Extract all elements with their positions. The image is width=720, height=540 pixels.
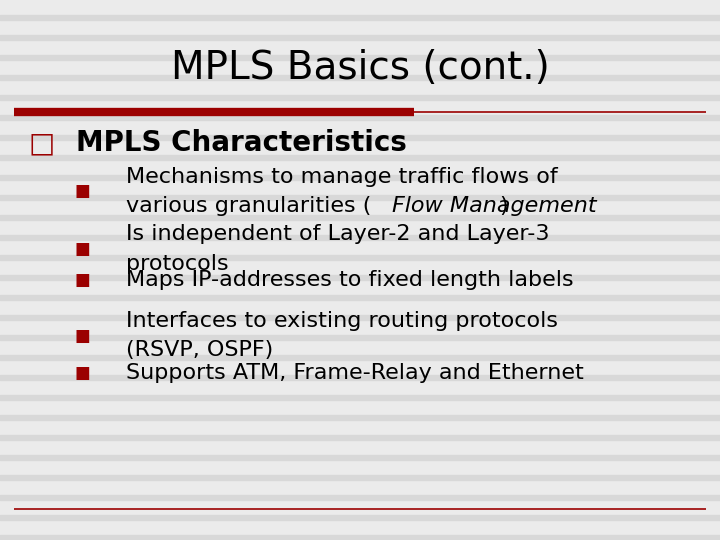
Bar bbox=[0, 115, 720, 120]
Bar bbox=[0, 435, 720, 440]
Bar bbox=[0, 275, 720, 280]
Text: Mechanisms to manage traffic flows of: Mechanisms to manage traffic flows of bbox=[126, 166, 558, 187]
Bar bbox=[0, 535, 720, 540]
Text: MPLS Characteristics: MPLS Characteristics bbox=[76, 129, 407, 157]
Text: MPLS Basics (cont.): MPLS Basics (cont.) bbox=[171, 49, 549, 86]
Bar bbox=[0, 95, 720, 100]
Text: protocols: protocols bbox=[126, 253, 229, 274]
Bar bbox=[0, 195, 720, 200]
Bar bbox=[0, 155, 720, 160]
Bar bbox=[0, 335, 720, 340]
Text: ■: ■ bbox=[75, 363, 91, 382]
Text: (RSVP, OSPF): (RSVP, OSPF) bbox=[126, 340, 274, 361]
Bar bbox=[0, 415, 720, 420]
Bar bbox=[0, 495, 720, 500]
Bar bbox=[0, 135, 720, 140]
Bar bbox=[0, 295, 720, 300]
Text: Maps IP-addresses to fixed length labels: Maps IP-addresses to fixed length labels bbox=[126, 269, 574, 290]
Text: ■: ■ bbox=[75, 183, 91, 200]
Text: ■: ■ bbox=[75, 327, 91, 345]
Text: ■: ■ bbox=[75, 240, 91, 258]
Bar bbox=[0, 475, 720, 480]
Text: Interfaces to existing routing protocols: Interfaces to existing routing protocols bbox=[126, 310, 558, 331]
Bar bbox=[0, 235, 720, 240]
Text: various granularities (: various granularities ( bbox=[126, 196, 372, 217]
Bar bbox=[0, 175, 720, 180]
Text: Supports ATM, Frame-Relay and Ethernet: Supports ATM, Frame-Relay and Ethernet bbox=[126, 362, 584, 383]
Bar bbox=[0, 395, 720, 400]
Bar bbox=[0, 355, 720, 360]
Bar bbox=[0, 375, 720, 380]
Bar bbox=[0, 215, 720, 220]
Text: Is independent of Layer-2 and Layer-3: Is independent of Layer-2 and Layer-3 bbox=[126, 224, 549, 244]
Text: Flow Management: Flow Management bbox=[392, 196, 596, 217]
Text: □: □ bbox=[29, 129, 55, 157]
Bar bbox=[0, 55, 720, 60]
Bar bbox=[0, 515, 720, 520]
Bar bbox=[0, 15, 720, 20]
Bar bbox=[0, 315, 720, 320]
Bar bbox=[0, 35, 720, 40]
Bar bbox=[0, 75, 720, 80]
Text: ): ) bbox=[499, 196, 508, 217]
Bar bbox=[0, 455, 720, 460]
Bar bbox=[0, 255, 720, 260]
Text: ■: ■ bbox=[75, 271, 91, 289]
